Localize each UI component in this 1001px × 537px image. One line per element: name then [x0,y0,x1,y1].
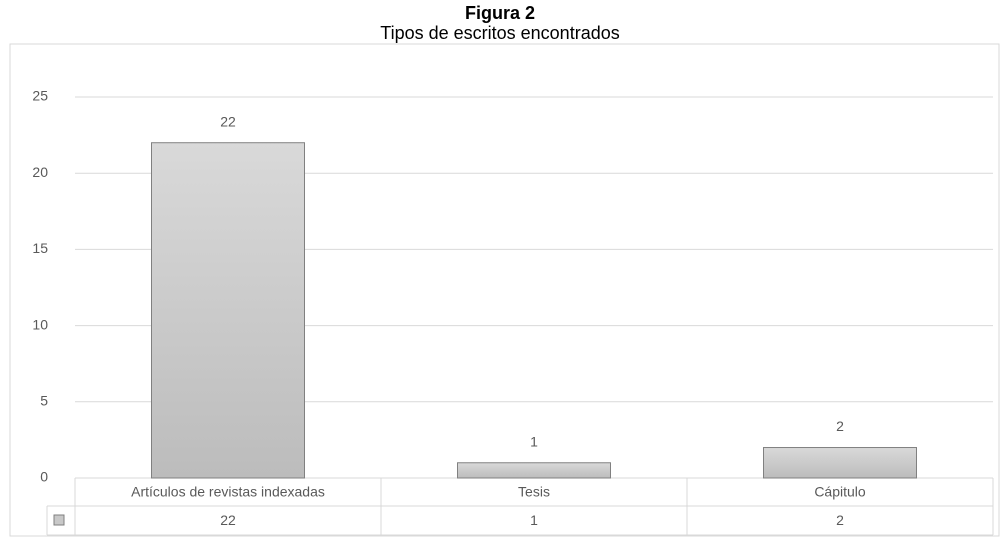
chart-title: Figura 2 [465,3,535,23]
bar [151,142,305,479]
y-tick-label: 25 [32,88,48,104]
legend-key [53,514,65,526]
x-tick-label: Tesis [518,484,550,500]
y-tick-label: 10 [32,316,48,332]
chart-frame [9,43,1000,537]
data-label: 2 [836,418,844,434]
table-value: 2 [836,512,844,528]
y-tick-label: 5 [40,393,48,409]
bar [457,462,611,479]
table-value: 1 [530,512,538,528]
y-tick-label: 15 [32,240,48,256]
data-label: 22 [220,113,236,129]
chart-subtitle: Tipos de escritos encontrados [380,23,619,43]
x-tick-label: Cápitulo [814,484,866,500]
data-label: 1 [530,433,538,449]
bar [763,447,917,479]
table-value: 22 [220,512,236,528]
y-tick-label: 20 [32,164,48,180]
y-tick-label: 0 [40,469,48,485]
x-tick-label: Artículos de revistas indexadas [131,484,325,500]
